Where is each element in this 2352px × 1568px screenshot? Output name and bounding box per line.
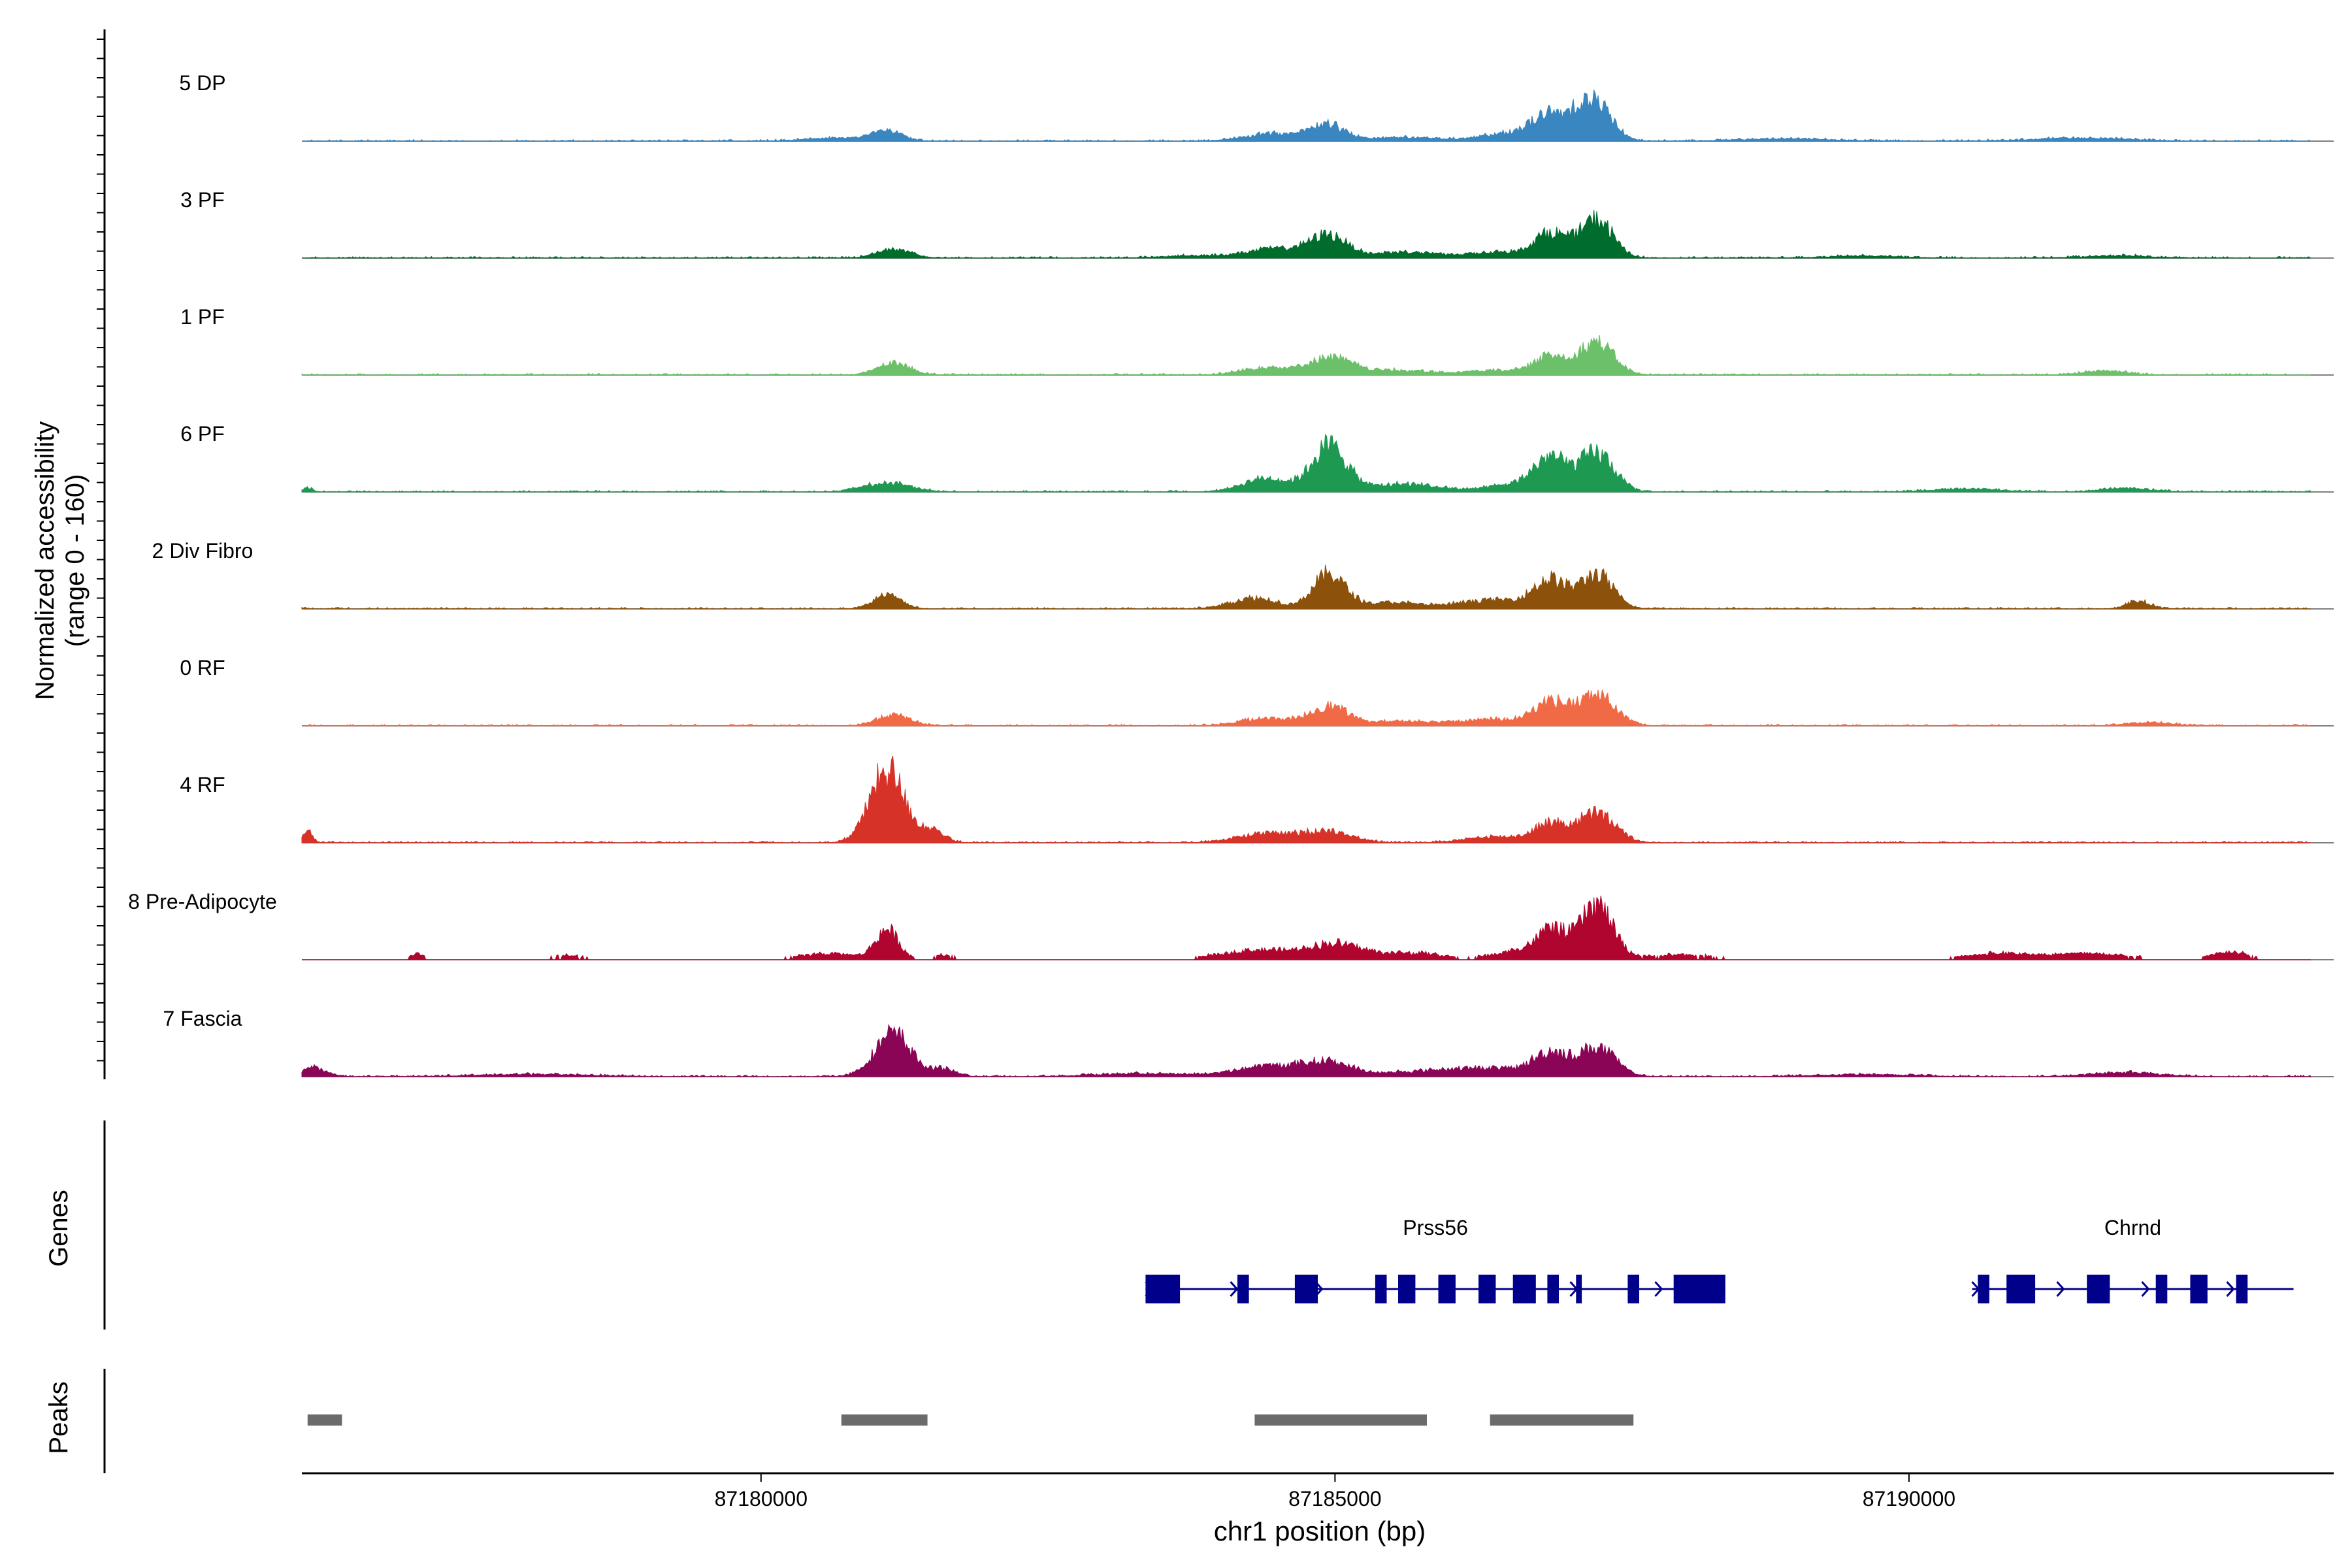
gene-label: Prss56 bbox=[1403, 1216, 1468, 1239]
coverage-tracks: 5 DP 3 PF 1 PF 6 PF 2 Div Fibro 0 RF 4 RF 8 Pre… bbox=[128, 71, 2334, 1077]
peak-region bbox=[1490, 1414, 1634, 1426]
gene-exon bbox=[2087, 1275, 2110, 1303]
gene-exon bbox=[1673, 1275, 1725, 1303]
x-axis-label: chr1 position (bp) bbox=[1214, 1516, 1426, 1546]
track-label: 3 PF bbox=[180, 188, 225, 212]
coverage-area bbox=[301, 434, 2311, 493]
gene-exon bbox=[2236, 1275, 2248, 1303]
peak-region bbox=[841, 1414, 928, 1426]
y-axis-label-line2: (range 0 - 160) bbox=[61, 474, 90, 647]
coverage-area bbox=[302, 689, 2311, 727]
genes-panel: Genes Prss56 Chrnd bbox=[44, 1120, 2294, 1330]
track-label: 0 RF bbox=[180, 656, 225, 679]
gene-prss56: Prss56 bbox=[1145, 1216, 1725, 1303]
gene-label: Chrnd bbox=[2104, 1216, 2161, 1239]
track-3-pf: 3 PF bbox=[180, 188, 2334, 259]
coverage-area bbox=[302, 89, 2311, 142]
track-8-pre-adipocyte: 8 Pre-Adipocyte bbox=[128, 890, 2334, 961]
gene-exon bbox=[1627, 1275, 1639, 1303]
gene-exon bbox=[1237, 1275, 1249, 1303]
peaks-axis-label: Peaks bbox=[44, 1381, 73, 1454]
peak-region bbox=[307, 1414, 342, 1426]
track-y-axis bbox=[97, 29, 106, 1079]
x-axis: chr1 position (bp) 87180000 87185000 87190… bbox=[302, 1472, 2334, 1546]
track-label: 5 DP bbox=[179, 71, 225, 95]
gene-exon bbox=[1375, 1275, 1387, 1303]
genes-axis-label: Genes bbox=[44, 1190, 73, 1267]
track-1-pf: 1 PF bbox=[180, 305, 2334, 376]
gene-exon bbox=[1978, 1275, 1989, 1303]
track-7-fascia: 7 Fascia bbox=[163, 1007, 2334, 1077]
gene-exon bbox=[2006, 1275, 2036, 1303]
x-tick-label: 87190000 bbox=[1863, 1487, 1955, 1511]
gene-exon bbox=[1145, 1275, 1181, 1303]
gene-chrnd: Chrnd bbox=[1971, 1216, 2294, 1303]
gene-exon bbox=[1438, 1275, 1456, 1303]
track-label: 7 Fascia bbox=[163, 1007, 242, 1030]
track-0-rf: 0 RF bbox=[180, 656, 2334, 727]
strand-arrow bbox=[2141, 1281, 2150, 1298]
track-label: 2 Div Fibro bbox=[152, 539, 253, 563]
x-tick-label: 87185000 bbox=[1288, 1487, 1381, 1511]
coverage-area bbox=[302, 210, 2311, 259]
strand-arrow bbox=[1230, 1281, 1239, 1298]
track-label: 4 RF bbox=[180, 773, 225, 796]
gene-exon bbox=[1512, 1275, 1536, 1303]
coverage-area bbox=[302, 895, 2311, 961]
track-label: 8 Pre-Adipocyte bbox=[128, 890, 277, 913]
gene-exon bbox=[1398, 1275, 1416, 1303]
peaks-panel: Peaks bbox=[44, 1369, 1634, 1473]
gene-exon bbox=[2155, 1275, 2168, 1303]
track-6-pf: 6 PF bbox=[180, 422, 2334, 493]
coverage-area bbox=[301, 1024, 2311, 1077]
track-2-div-fibro: 2 Div Fibro bbox=[152, 539, 2334, 610]
track-label: 1 PF bbox=[180, 305, 225, 329]
gene-exon bbox=[1294, 1275, 1318, 1303]
gene-exon bbox=[1576, 1275, 1582, 1303]
gene-exon bbox=[2190, 1275, 2208, 1303]
coverage-area bbox=[301, 335, 2311, 376]
track-5-dp: 5 DP bbox=[179, 71, 2334, 142]
coverage-area bbox=[301, 564, 2311, 610]
track-label: 6 PF bbox=[180, 422, 225, 446]
strand-arrow bbox=[2056, 1281, 2065, 1298]
x-tick-label: 87180000 bbox=[715, 1487, 808, 1511]
y-axis-label: Normalized accessibility (range 0 - 160) bbox=[31, 421, 90, 700]
gene-exon bbox=[1547, 1275, 1559, 1303]
gene-exon bbox=[1478, 1275, 1496, 1303]
peak-region bbox=[1254, 1414, 1427, 1426]
y-axis-label-line1: Normalized accessibility bbox=[31, 421, 59, 700]
strand-arrow bbox=[1654, 1281, 1663, 1298]
coverage-area bbox=[301, 755, 2311, 843]
track-4-rf: 4 RF bbox=[180, 755, 2334, 843]
strand-arrow bbox=[2226, 1281, 2235, 1298]
